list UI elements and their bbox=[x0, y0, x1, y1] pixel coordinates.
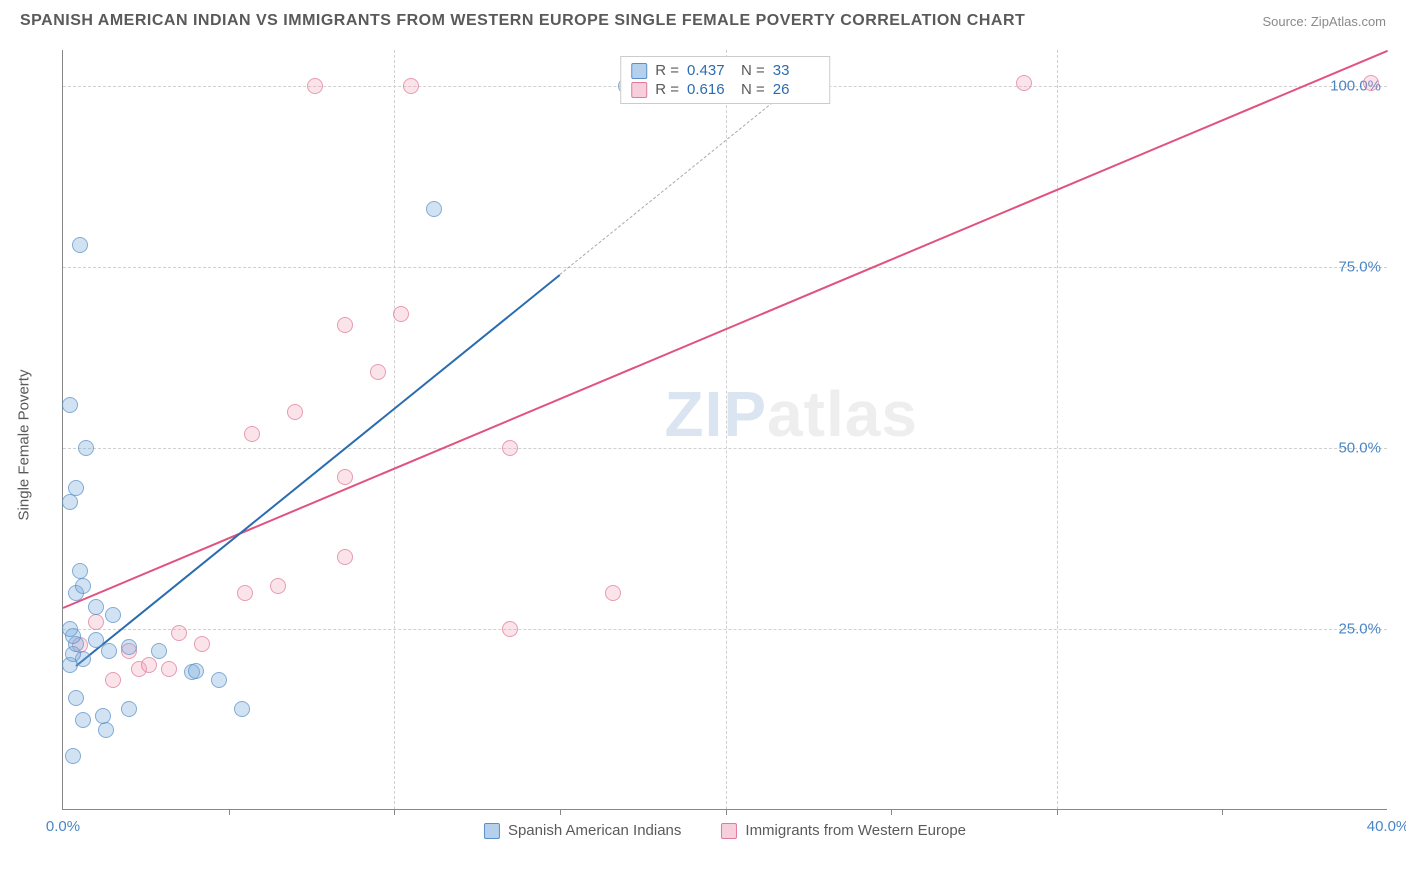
watermark-zip: ZIP bbox=[664, 378, 767, 450]
xtick-mark bbox=[726, 809, 727, 815]
legend-n-blue: 33 bbox=[773, 62, 819, 79]
xtick-mark bbox=[394, 809, 395, 815]
y-axis-label: Single Female Poverty bbox=[16, 370, 33, 521]
trendline-blue bbox=[76, 275, 561, 667]
xtick-mark bbox=[1057, 809, 1058, 815]
legend-label-pink: Immigrants from Western Europe bbox=[745, 822, 966, 839]
xtick-mark bbox=[560, 809, 561, 815]
data-point-pink bbox=[270, 578, 286, 594]
legend-r-pink: 0.616 bbox=[687, 81, 733, 98]
data-point-pink bbox=[105, 672, 121, 688]
data-point-blue bbox=[68, 480, 84, 496]
ytick-label: 75.0% bbox=[1338, 259, 1381, 276]
data-point-blue bbox=[75, 712, 91, 728]
data-point-pink bbox=[237, 585, 253, 601]
chart-container: Single Female Poverty ZIPatlas R = 0.437… bbox=[42, 50, 1387, 840]
data-point-blue bbox=[62, 621, 78, 637]
data-point-blue bbox=[62, 397, 78, 413]
data-point-pink bbox=[337, 469, 353, 485]
legend-r-blue: 0.437 bbox=[687, 62, 733, 79]
legend-swatch-pink-icon bbox=[721, 823, 737, 839]
data-point-blue bbox=[188, 663, 204, 679]
data-point-pink bbox=[605, 585, 621, 601]
data-point-blue bbox=[88, 599, 104, 615]
data-point-pink bbox=[502, 440, 518, 456]
data-point-pink bbox=[194, 636, 210, 652]
legend-swatch-blue-icon bbox=[484, 823, 500, 839]
legend-item-pink: Immigrants from Western Europe bbox=[721, 822, 966, 839]
data-point-pink bbox=[161, 661, 177, 677]
data-point-blue bbox=[62, 494, 78, 510]
legend-n-pink: 26 bbox=[773, 81, 819, 98]
data-point-blue bbox=[88, 632, 104, 648]
xtick-mark bbox=[1222, 809, 1223, 815]
legend-swatch-blue bbox=[631, 63, 647, 79]
data-point-blue bbox=[234, 701, 250, 717]
data-point-blue bbox=[72, 563, 88, 579]
data-point-pink bbox=[1016, 75, 1032, 91]
data-point-pink bbox=[502, 621, 518, 637]
data-point-blue bbox=[75, 578, 91, 594]
data-point-pink bbox=[307, 78, 323, 94]
legend-n-label: N = bbox=[741, 81, 765, 98]
gridline-v bbox=[394, 50, 395, 809]
chart-header: SPANISH AMERICAN INDIAN VS IMMIGRANTS FR… bbox=[0, 0, 1406, 38]
data-point-blue bbox=[121, 701, 137, 717]
data-point-pink bbox=[244, 426, 260, 442]
xtick-mark bbox=[229, 809, 230, 815]
data-point-pink bbox=[337, 317, 353, 333]
legend-r-label: R = bbox=[655, 81, 679, 98]
gridline-v bbox=[726, 50, 727, 809]
legend-n-label: N = bbox=[741, 62, 765, 79]
data-point-blue bbox=[105, 607, 121, 623]
data-point-blue bbox=[95, 708, 111, 724]
xtick-label: 0.0% bbox=[46, 818, 80, 835]
xtick-mark bbox=[891, 809, 892, 815]
legend-swatch-pink bbox=[631, 82, 647, 98]
data-point-pink bbox=[287, 404, 303, 420]
xtick-label: 40.0% bbox=[1367, 818, 1406, 835]
watermark: ZIPatlas bbox=[664, 377, 917, 451]
legend-row-blue: R = 0.437 N = 33 bbox=[631, 61, 819, 80]
data-point-pink bbox=[1363, 75, 1379, 91]
plot-area: ZIPatlas R = 0.437 N = 33 R = 0.616 N = … bbox=[62, 50, 1387, 810]
data-point-blue bbox=[68, 690, 84, 706]
chart-source: Source: ZipAtlas.com bbox=[1262, 14, 1386, 29]
data-point-pink bbox=[171, 625, 187, 641]
data-point-blue bbox=[211, 672, 227, 688]
data-point-blue bbox=[101, 643, 117, 659]
data-point-pink bbox=[403, 78, 419, 94]
ytick-label: 25.0% bbox=[1338, 621, 1381, 638]
data-point-blue bbox=[426, 201, 442, 217]
data-point-pink bbox=[88, 614, 104, 630]
legend-correlation: R = 0.437 N = 33 R = 0.616 N = 26 bbox=[620, 56, 830, 104]
data-point-blue bbox=[121, 639, 137, 655]
legend-series: Spanish American Indians Immigrants from… bbox=[484, 822, 966, 839]
trendline-dashed bbox=[559, 74, 809, 276]
data-point-blue bbox=[98, 722, 114, 738]
data-point-blue bbox=[72, 237, 88, 253]
legend-item-blue: Spanish American Indians bbox=[484, 822, 681, 839]
data-point-pink bbox=[370, 364, 386, 380]
legend-r-label: R = bbox=[655, 62, 679, 79]
gridline-v bbox=[1057, 50, 1058, 809]
ytick-label: 50.0% bbox=[1338, 440, 1381, 457]
data-point-blue bbox=[65, 748, 81, 764]
data-point-pink bbox=[393, 306, 409, 322]
legend-label-blue: Spanish American Indians bbox=[508, 822, 681, 839]
data-point-pink bbox=[141, 657, 157, 673]
data-point-pink bbox=[337, 549, 353, 565]
chart-title: SPANISH AMERICAN INDIAN VS IMMIGRANTS FR… bbox=[20, 12, 1025, 30]
watermark-atlas: atlas bbox=[767, 378, 918, 450]
legend-row-pink: R = 0.616 N = 26 bbox=[631, 80, 819, 99]
data-point-blue bbox=[151, 643, 167, 659]
data-point-blue bbox=[78, 440, 94, 456]
